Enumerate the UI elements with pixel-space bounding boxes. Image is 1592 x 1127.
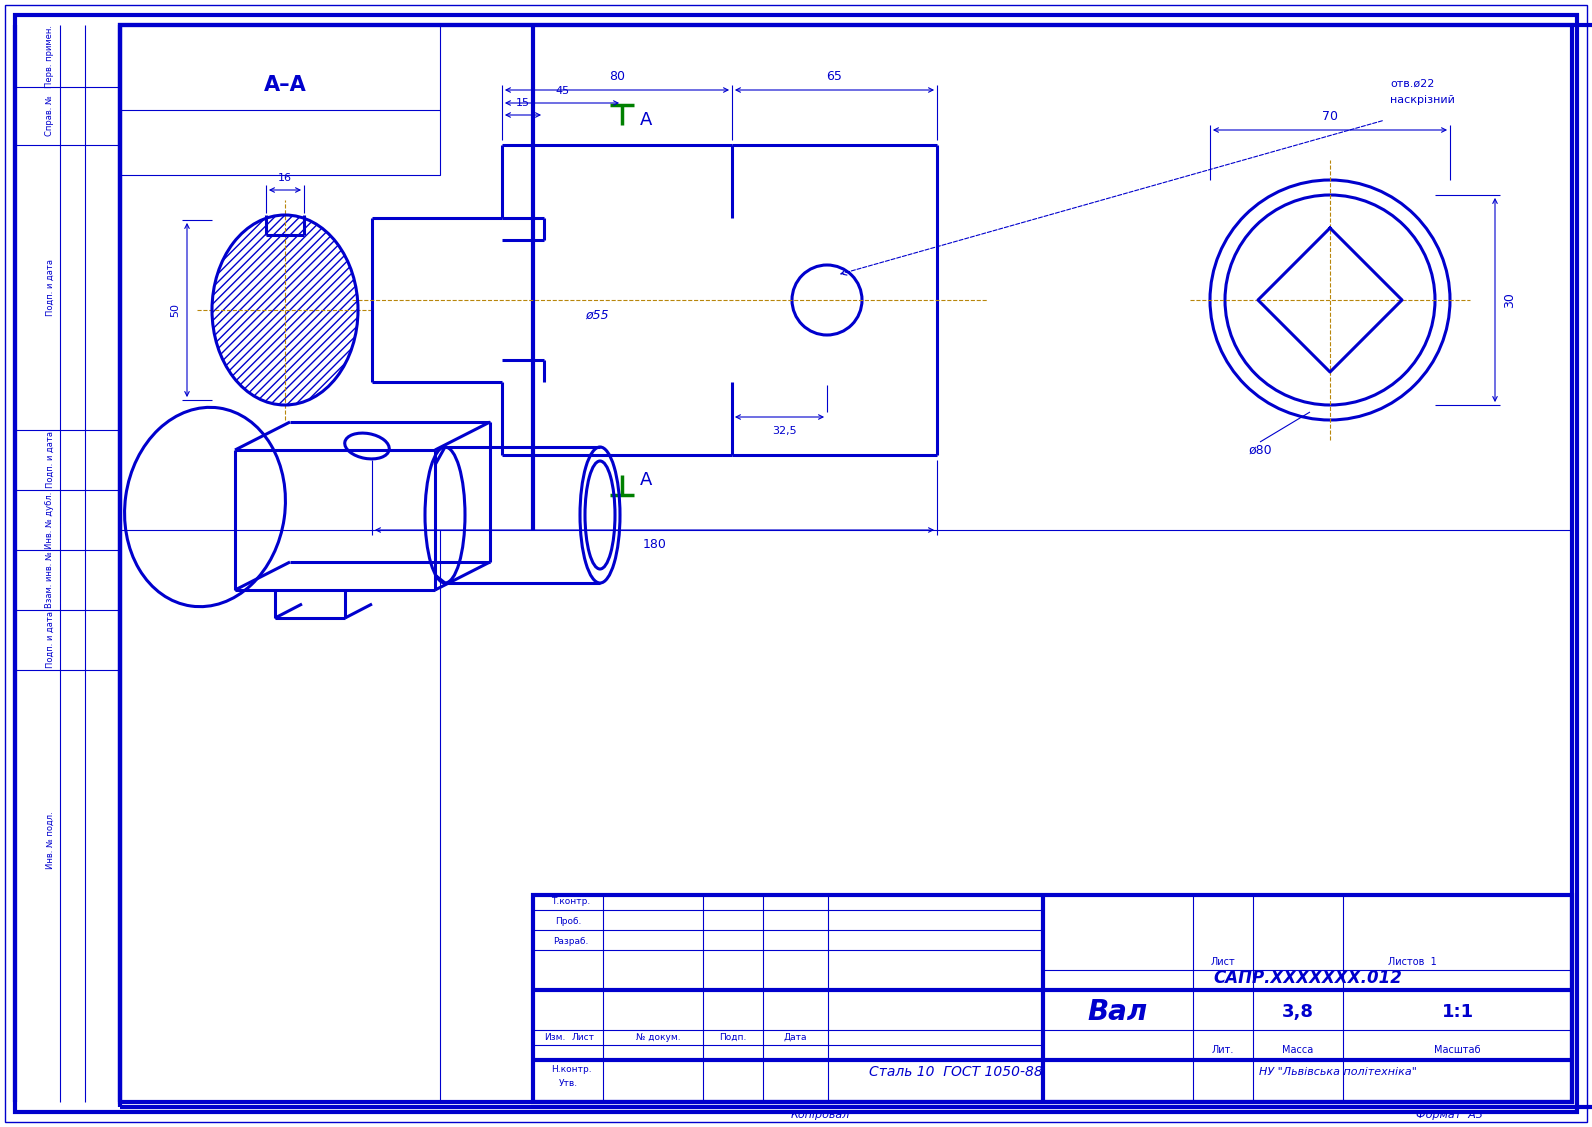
Text: Справ. №: Справ. № [46,96,54,136]
Text: НУ "Львівська політехніка": НУ "Львівська політехніка" [1259,1067,1417,1077]
Text: 70: 70 [1321,109,1337,123]
Text: отв.ø22: отв.ø22 [1390,79,1434,89]
Text: А: А [640,110,653,128]
Text: Подп. и дата: Подп. и дата [46,258,54,316]
Text: Вал: Вал [1087,999,1148,1026]
Text: Утв.: Утв. [559,1079,578,1088]
Text: Лист: Лист [1210,957,1235,967]
Text: Т.контр.: Т.контр. [551,897,591,906]
Text: Масштаб: Масштаб [1434,1045,1481,1055]
Text: Изм.: Изм. [544,1032,565,1041]
Text: Формат  А3: Формат А3 [1417,1110,1484,1120]
Text: наскрізний: наскрізний [1390,95,1455,105]
Text: Перв. примен.: Перв. примен. [46,25,54,88]
Text: Листов  1: Листов 1 [1388,957,1438,967]
Text: Копіровал: Копіровал [790,1110,850,1120]
Text: 30: 30 [1503,292,1517,308]
Text: Подп. и дата: Подп. и дата [46,612,54,668]
Text: Н.контр.: Н.контр. [551,1065,591,1074]
Text: Взам. инв. №: Взам. инв. № [46,551,54,609]
Text: Сталь 10  ГОСТ 1050-88: Сталь 10 ГОСТ 1050-88 [869,1065,1043,1079]
Text: Масса: Масса [1283,1045,1313,1055]
Text: Проб.: Проб. [556,917,581,926]
Text: 1:1: 1:1 [1441,1003,1474,1021]
Text: 45: 45 [556,86,568,96]
Text: № докум.: № докум. [635,1032,680,1041]
Text: Инв. № подл.: Инв. № подл. [46,811,54,869]
Text: А–А: А–А [264,76,306,95]
Text: Разраб.: Разраб. [554,938,589,947]
Text: А: А [640,471,653,489]
Text: ø55: ø55 [586,309,608,321]
Text: Лит.: Лит. [1212,1045,1234,1055]
Text: ø80: ø80 [1248,444,1272,456]
Text: 50: 50 [170,303,180,317]
Text: 15: 15 [516,98,530,108]
Bar [119,25,439,175]
Text: Инв. № дубл.: Инв. № дубл. [46,491,54,549]
Text: 80: 80 [610,70,626,82]
Text: Подп.: Подп. [720,1032,747,1041]
Text: Подп. и дата: Подп. и дата [46,432,54,488]
Text: 3,8: 3,8 [1282,1003,1313,1021]
Text: 180: 180 [643,538,667,550]
Text: САПР.XXXXXXX.012: САПР.XXXXXXX.012 [1213,969,1403,987]
Text: Дата: Дата [783,1032,807,1041]
Bar [533,895,1571,1102]
Text: 65: 65 [826,70,842,82]
Text: 16: 16 [279,174,291,183]
Text: 32,5: 32,5 [772,426,798,436]
Text: Лист: Лист [572,1032,594,1041]
